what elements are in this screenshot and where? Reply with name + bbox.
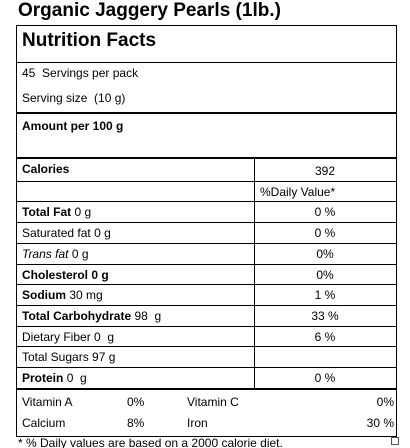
amount-per: Amount per 100 g bbox=[22, 119, 124, 133]
nutrient-name: Sodium bbox=[22, 288, 66, 303]
vitamin-name: Vitamin C bbox=[187, 394, 239, 409]
daily-value: 0% bbox=[316, 246, 334, 261]
nutrient-name: Cholesterol bbox=[22, 267, 89, 282]
calories-label: Calories bbox=[22, 162, 70, 176]
rule bbox=[17, 284, 396, 286]
nutrient-row: Total Fat 0 g bbox=[22, 205, 91, 219]
calories-value: 392 bbox=[314, 164, 336, 178]
nutrient-row: Total Carbohydrate 98 g bbox=[22, 309, 161, 323]
rule bbox=[17, 112, 396, 114]
nutrient-amount: 0 g bbox=[74, 205, 92, 220]
rule bbox=[17, 157, 396, 159]
daily-value: 6 % bbox=[314, 329, 336, 344]
vitamin-name: Calcium bbox=[22, 415, 66, 430]
nutrient-name: Dietary Fiber bbox=[22, 329, 91, 344]
nutrient-name: Protein bbox=[22, 371, 64, 385]
nutrient-amount: 98 g bbox=[134, 308, 162, 323]
nutrient-amount: 30 mg bbox=[69, 288, 103, 303]
rule bbox=[17, 367, 396, 368]
footnote: * % Daily values are based on a 2000 cal… bbox=[18, 436, 283, 448]
dv-header: %Daily Value* bbox=[260, 184, 336, 199]
rule bbox=[17, 62, 396, 63]
icon bbox=[391, 437, 399, 445]
nutrient-row: Saturated fat 0 g bbox=[22, 226, 111, 240]
nutrient-amount: 0 g bbox=[71, 246, 89, 261]
rule bbox=[17, 242, 396, 244]
nutrient-name: Saturated fat bbox=[22, 226, 91, 241]
daily-value: 0 % bbox=[314, 226, 336, 241]
vitamin-dv: 0% bbox=[376, 394, 394, 409]
nutrient-row: Cholesterol 0 g bbox=[22, 268, 109, 282]
daily-value: 0 % bbox=[314, 205, 336, 220]
rule bbox=[17, 346, 396, 348]
nutrient-row: Dietary Fiber 0 g bbox=[22, 330, 114, 344]
nutrient-row: Sodium 30 mg bbox=[22, 288, 103, 302]
nutrient-name: Total Carbohydrate bbox=[22, 308, 132, 323]
nutrient-row: Trans fat 0 g bbox=[22, 247, 89, 261]
rule bbox=[17, 201, 396, 203]
servings: 45 Servings per pack bbox=[22, 66, 139, 80]
nutrient-amount: 0 g bbox=[94, 329, 115, 344]
vitamin-dv: 8% bbox=[127, 415, 145, 430]
rule bbox=[17, 325, 396, 327]
nutrient-amount: 0 g bbox=[94, 226, 111, 241]
vitamin-dv: 0% bbox=[127, 394, 145, 409]
nutrient-name: Total Fat bbox=[22, 205, 72, 220]
rule bbox=[17, 180, 396, 182]
rule bbox=[17, 222, 396, 224]
vitamin-dv: 30 % bbox=[366, 415, 394, 430]
daily-value: 0 % bbox=[314, 371, 336, 385]
nutrition-panel: Nutrition Facts 45 Servings per pack Ser… bbox=[16, 25, 397, 437]
nutrient-amount: 0 g bbox=[91, 267, 109, 282]
serving-size: Serving size (10 g) bbox=[22, 91, 126, 105]
product-title: Organic Jaggery Pearls (1lb.) bbox=[18, 0, 281, 21]
daily-value: 1 % bbox=[314, 288, 336, 303]
nutrient-amount: 97 g bbox=[92, 350, 116, 365]
vitamin-name: Vitamin A bbox=[22, 394, 73, 409]
panel-heading: Nutrition Facts bbox=[22, 30, 157, 51]
divider bbox=[254, 159, 255, 389]
rule bbox=[17, 263, 396, 265]
nutrient-name: Trans fat bbox=[22, 246, 69, 261]
nutrient-amount: 0 g bbox=[66, 371, 87, 385]
nutrient-row: Protein 0 g bbox=[22, 371, 87, 385]
daily-value: 33 % bbox=[311, 308, 339, 323]
nutrient-name: Total Sugars bbox=[22, 350, 89, 365]
rule bbox=[17, 304, 396, 306]
nutrient-row: Total Sugars 97 g bbox=[22, 350, 115, 364]
vitamin-name: Iron bbox=[187, 415, 208, 430]
rule bbox=[17, 387, 396, 390]
daily-value: 0% bbox=[316, 267, 334, 282]
